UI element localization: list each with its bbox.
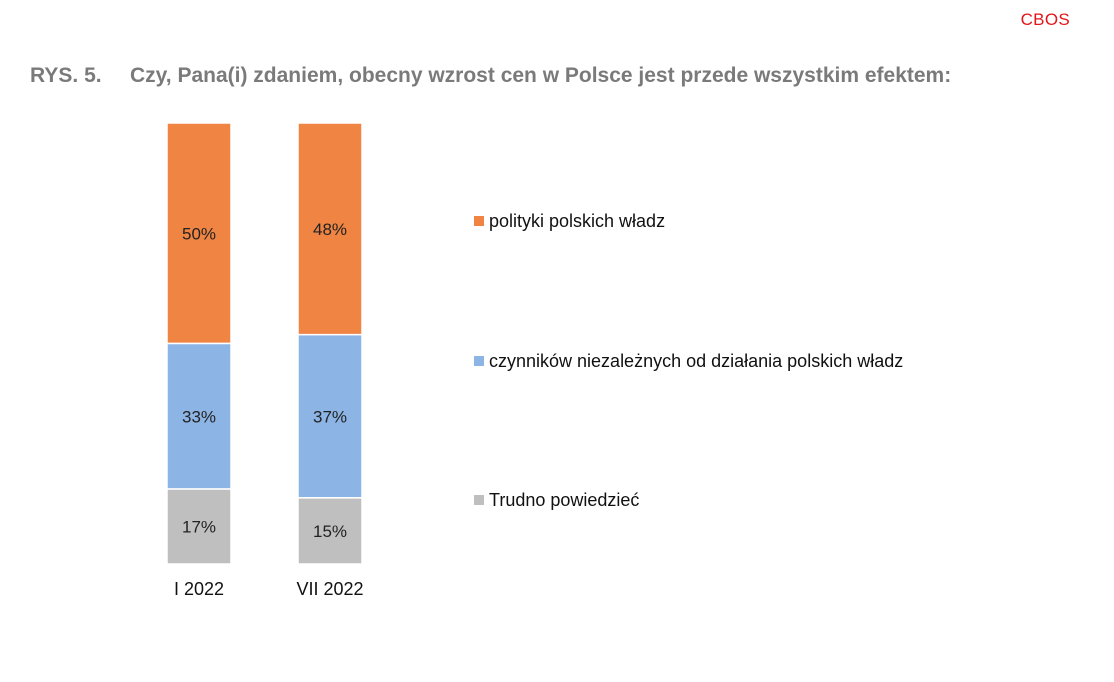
data-label: 50%	[182, 224, 216, 243]
bar-segment-1-2	[297, 122, 363, 336]
legend-swatch	[474, 356, 484, 366]
bar-segment-2-2	[297, 333, 363, 499]
legend-label: Trudno powiedzieć	[489, 490, 639, 510]
bars-group: 50% 33% 17% 48% 37% 15%	[166, 122, 363, 565]
legend-label: czynników niezależnych od działania pols…	[489, 351, 903, 371]
figure-number: RYS. 5.	[30, 64, 102, 87]
bar-segment-3-2	[297, 497, 363, 565]
legend-label: polityki polskich władz	[489, 211, 665, 231]
category-labels-group: I 2022 VII 2022	[174, 579, 364, 599]
data-label: 15%	[313, 522, 347, 541]
bar-segment-1-1	[166, 122, 232, 345]
chart-title-text: Czy, Pana(i) zdaniem, obecny wzrost cen …	[130, 64, 952, 87]
chart-title: RYS. 5. Czy, Pana(i) zdaniem, obecny wzro…	[30, 64, 951, 88]
category-label: I 2022	[174, 579, 224, 599]
legend: polityki polskich władz czynników niezale…	[474, 211, 903, 510]
bar-segment-3-1	[166, 488, 232, 565]
data-label: 17%	[182, 518, 216, 537]
data-label: 37%	[313, 407, 347, 426]
data-label: 48%	[313, 220, 347, 239]
legend-swatch	[474, 216, 484, 226]
brand-logo-text: CBOS	[1020, 10, 1070, 29]
data-label: 33%	[182, 407, 216, 426]
legend-swatch	[474, 495, 484, 505]
category-label: VII 2022	[296, 579, 363, 599]
